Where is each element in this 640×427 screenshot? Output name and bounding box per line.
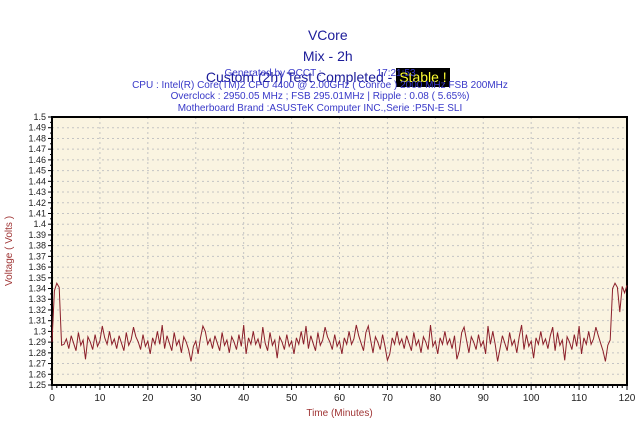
y-tick-label: 1.37: [28, 251, 46, 261]
y-axis-title: Voltage ( Volts ): [4, 216, 15, 286]
plot-border: [51, 116, 628, 386]
test-status-prefix: Custom (2h) Test Completed -: [205, 69, 397, 85]
y-tick-label: 1.4: [33, 219, 46, 229]
cpu-info-line: CPU : Intel(R) Core(TM)2 CPU 4400 @ 2.00…: [132, 79, 508, 91]
y-tick-label: 1.43: [28, 187, 46, 197]
y-tick-label: 1.33: [28, 294, 46, 304]
y-tick-label: 1.35: [28, 273, 46, 283]
voltage-line: [51, 281, 628, 363]
y-tick-label: 1.32: [28, 305, 46, 315]
y-tick-label: 1.34: [28, 284, 46, 294]
generated-line: Generated by OCCT : 17:21:53: [0, 68, 640, 80]
y-tick-label: 1.28: [28, 348, 46, 358]
y-tick-label: 1.44: [28, 176, 46, 186]
x-tick-label: 60: [334, 393, 346, 404]
x-tick-label: 0: [49, 393, 55, 404]
y-tick-label: 1.3: [33, 326, 46, 336]
y-tick-label: 1.5: [33, 112, 46, 122]
x-tick-label: 40: [238, 393, 250, 404]
y-tick-label: 1.26: [28, 369, 46, 379]
y-tick-label: 1.25: [28, 380, 46, 390]
chart-title-text: VCore: [307, 27, 348, 43]
y-tick-label: 1.36: [28, 262, 46, 272]
vcore-voltage-chart: 1.51.491.481.471.461.451.441.431.421.411…: [4, 112, 636, 419]
y-tick-label: 1.27: [28, 359, 46, 369]
y-tick-label: 1.31: [28, 316, 46, 326]
x-axis-title: Time (Minutes): [306, 408, 372, 419]
x-tick-label: 110: [571, 393, 587, 404]
x-tick-label: 20: [142, 393, 154, 404]
test-status-line: Custom (2h) Test Completed - Stable !: [0, 50, 640, 105]
x-tick-label: 10: [94, 393, 106, 404]
chart-title: VCore: [0, 8, 640, 62]
generated-time: 17:21:53: [376, 68, 416, 79]
y-tick-label: 1.38: [28, 241, 46, 251]
y-tick-label: 1.41: [28, 208, 46, 218]
x-tick-label: 120: [619, 393, 636, 404]
x-tick-label: 50: [286, 393, 298, 404]
x-tick-label: 100: [523, 393, 540, 404]
generated-label: Generated by OCCT :: [224, 68, 322, 79]
y-tick-label: 1.45: [28, 166, 46, 176]
y-tick-label: 1.39: [28, 230, 46, 240]
overclock-info-line: Overclock : 2950.05 MHz ; FSB 295.01MHz …: [170, 91, 470, 102]
x-tick-label: 80: [430, 393, 442, 404]
x-tick-label: 90: [478, 393, 490, 404]
x-tick-label: 30: [190, 393, 202, 404]
y-tick-label: 1.46: [28, 155, 46, 165]
y-tick-label: 1.49: [28, 123, 46, 133]
chart-subtitle-text: Mix - 2h: [302, 48, 353, 64]
motherboard-info-line: Motherboard Brand :ASUSTeK Computer INC.…: [177, 102, 463, 114]
y-tick-label: 1.47: [28, 144, 46, 154]
system-info-block: Generated by OCCT : 17:21:53 CPU : Intel(…: [0, 68, 640, 114]
y-tick-label: 1.29: [28, 337, 46, 347]
y-tick-label: 1.42: [28, 198, 46, 208]
chart-subtitle: Mix - 2h: [0, 29, 640, 83]
y-tick-label: 1.48: [28, 133, 46, 143]
x-tick-label: 70: [382, 393, 394, 404]
status-badge: Stable !: [396, 68, 450, 87]
